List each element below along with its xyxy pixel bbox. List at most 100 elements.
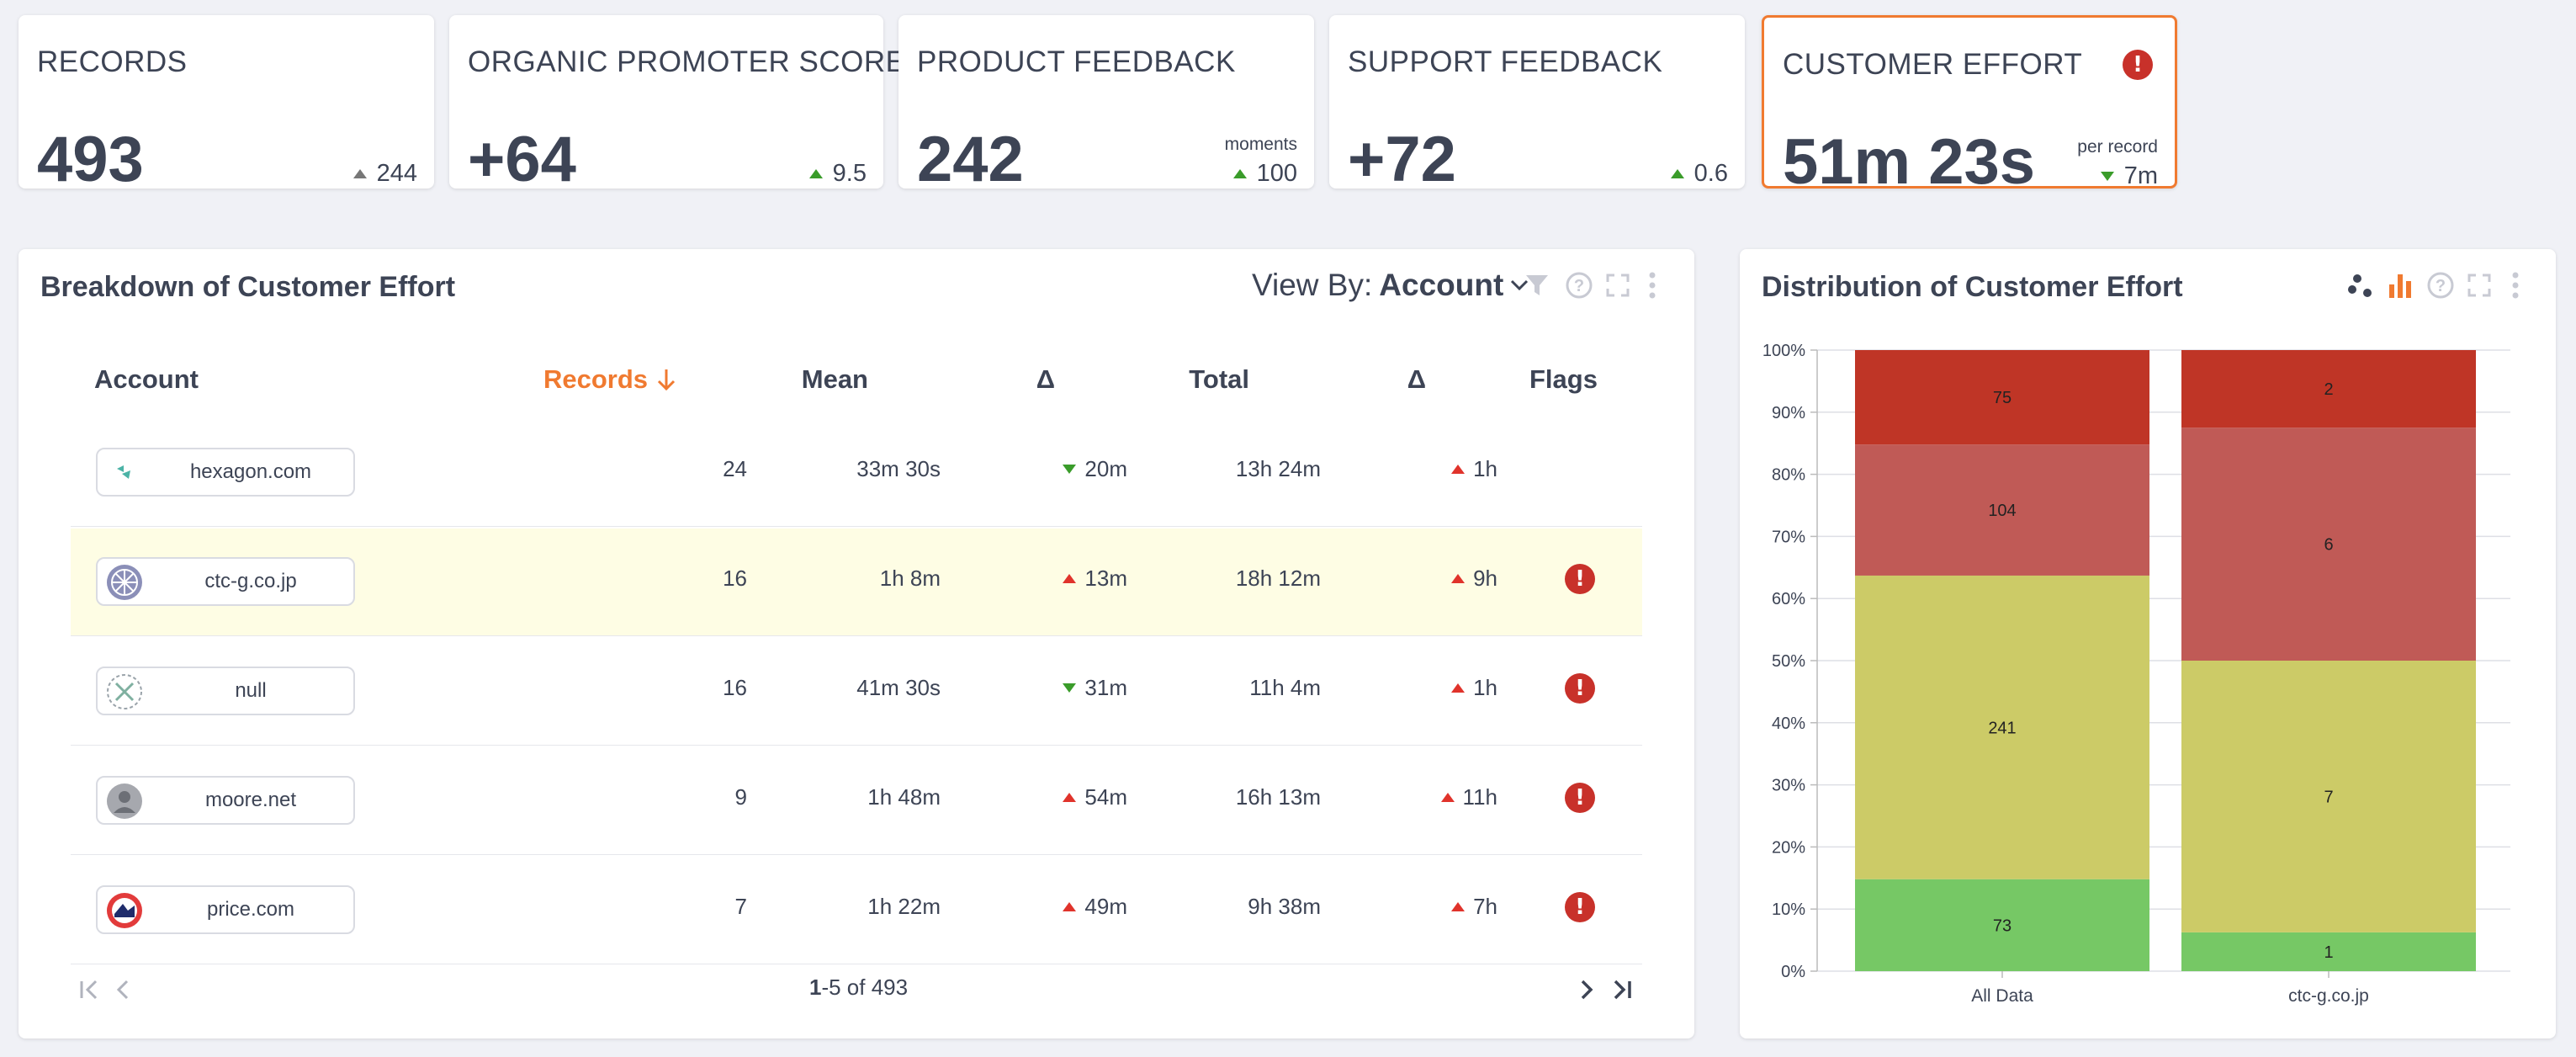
total-value: 11h 4m [1249, 675, 1321, 700]
view-by-selector[interactable]: View By: Account [1252, 268, 1529, 303]
first-page-icon[interactable] [77, 978, 101, 1001]
next-page-icon[interactable] [1578, 978, 1595, 1001]
chart-help-icon[interactable]: ? [2426, 271, 2455, 300]
total-delta: 11h [1440, 784, 1497, 810]
account-chip[interactable]: null [96, 667, 355, 715]
table-row[interactable]: null 16 41m 30s 31m 11h 4m 1h! [71, 638, 1642, 746]
pager-range-rest: -5 of 493 [821, 975, 909, 1000]
total-delta: 7h [1451, 894, 1497, 920]
kpi-title: ORGANIC PROMOTER SCORE [468, 45, 906, 78]
account-chip[interactable]: hexagon.com [96, 448, 355, 497]
table-row[interactable]: hexagon.com 24 33m 30s 20m 13h 24m 1h [71, 419, 1642, 527]
total-delta-value: 1h [1473, 675, 1497, 700]
mean-value: 1h 48m [867, 784, 941, 810]
hexagon-logo-icon [106, 454, 143, 491]
kpi-value: 242 [917, 124, 1024, 195]
mean-delta: 20m [1063, 456, 1127, 482]
account-name: price.com [206, 898, 295, 921]
prev-page-icon[interactable] [114, 978, 131, 1001]
kpi-value: 493 [37, 124, 144, 195]
svg-text:?: ? [1574, 277, 1584, 295]
flag-alert-icon[interactable]: ! [1565, 783, 1595, 813]
kpi-title: RECORDS [37, 45, 188, 78]
chart-more-options-icon[interactable] [2507, 271, 2524, 300]
total-delta-value: 9h [1473, 566, 1497, 591]
trend-up-icon [352, 169, 367, 178]
kpi-title: PRODUCT FEEDBACK [917, 45, 1236, 78]
flag-alert-icon[interactable]: ! [1565, 673, 1595, 704]
total-delta-value: 1h [1473, 456, 1497, 481]
records-value: 7 [734, 894, 747, 919]
header-total-delta[interactable]: Δ [1407, 364, 1426, 394]
kpi-value: 51m 23s [1783, 126, 2036, 198]
account-chip[interactable]: moore.net [96, 776, 355, 825]
kpi-card[interactable]: SUPPORT FEEDBACK +72 0.6 [1329, 15, 1745, 195]
header-account[interactable]: Account [94, 364, 199, 394]
records-value: 24 [723, 456, 747, 481]
chevron-down-icon [1511, 279, 1529, 291]
chart-expand-icon[interactable] [2467, 273, 2492, 298]
mean-value: 33m 30s [856, 456, 941, 481]
total-delta-value: 11h [1462, 784, 1497, 810]
mean-delta: 31m [1063, 675, 1127, 701]
null-logo-icon [106, 673, 143, 710]
exclamation-circle-icon[interactable]: ! [2123, 50, 2153, 80]
filter-icon[interactable] [1524, 273, 1550, 298]
header-mean[interactable]: Mean [801, 364, 868, 394]
trend-down-icon [2100, 172, 2114, 181]
mean-delta-value: 20m [1084, 456, 1127, 481]
account-name: null [235, 679, 267, 702]
kpi-subtitle: moments [1224, 135, 1297, 154]
flag-alert-icon[interactable]: ! [1565, 564, 1595, 594]
kpi-value: +64 [468, 124, 576, 195]
mean-delta-value: 49m [1084, 894, 1127, 919]
records-value: 16 [723, 566, 747, 591]
kpi-delta: 244 [352, 160, 417, 188]
mean-delta: 54m [1063, 784, 1127, 810]
total-delta: 1h [1451, 456, 1497, 482]
kpi-delta-value: 9.5 [832, 160, 867, 187]
kpi-title: SUPPORT FEEDBACK [1348, 45, 1663, 78]
total-delta-value: 7h [1473, 894, 1497, 919]
table-row[interactable]: ctc-g.co.jp 16 1h 8m 13m 18h 12m 9h! [71, 528, 1642, 636]
kpi-delta: 7m [2100, 162, 2158, 190]
distribution-panel [1740, 249, 2556, 1038]
kpi-card[interactable]: ORGANIC PROMOTER SCORE +64 9.5 [449, 15, 905, 195]
scatter-view-icon[interactable] [2347, 271, 2376, 300]
kpi-delta-value: 7m [2123, 162, 2158, 189]
kpi-card[interactable]: RECORDS 493 244 [19, 15, 434, 195]
trend-up-icon [1063, 902, 1077, 911]
person-avatar-icon [106, 783, 143, 820]
account-chip[interactable]: price.com [96, 885, 355, 934]
account-chip[interactable]: ctc-g.co.jp [96, 557, 355, 606]
mean-delta: 49m [1063, 894, 1127, 920]
kpi-card[interactable]: PRODUCT FEEDBACK 242 moments 100 [898, 15, 1314, 195]
kpi-delta-value: 0.6 [1693, 160, 1728, 187]
mean-delta-value: 13m [1084, 566, 1127, 591]
kpi-card[interactable]: CUSTOMER EFFORT 51m 23s per record 7m! [1762, 15, 2177, 198]
last-page-icon[interactable] [1610, 978, 1634, 1001]
header-mean-delta[interactable]: Δ [1036, 364, 1055, 394]
account-name: hexagon.com [189, 460, 312, 483]
kpi-delta: 9.5 [808, 160, 867, 188]
kpi-delta-value: 244 [376, 160, 417, 187]
table-row[interactable]: moore.net 9 1h 48m 54m 16h 13m 11h! [71, 747, 1642, 855]
header-total[interactable]: Total [1189, 364, 1249, 394]
header-flags[interactable]: Flags [1529, 364, 1598, 394]
svg-text:?: ? [2436, 277, 2446, 295]
header-records[interactable]: Records [543, 364, 676, 395]
pagination-status: 1-5 of 493 [809, 975, 908, 1001]
trend-up-icon [1440, 793, 1455, 802]
mean-delta: 13m [1063, 566, 1127, 592]
bar-view-icon[interactable] [2386, 271, 2414, 300]
trend-down-icon [1063, 465, 1077, 474]
ctc-logo-icon [106, 564, 143, 601]
expand-icon[interactable] [1605, 273, 1630, 298]
view-by-label: View By: [1252, 268, 1373, 302]
flag-alert-icon[interactable]: ! [1565, 892, 1595, 922]
records-value: 9 [734, 784, 747, 810]
table-row[interactable]: price.com 7 1h 22m 49m 9h 38m 7h! [71, 857, 1642, 964]
help-icon[interactable]: ? [1565, 271, 1593, 300]
trend-up-icon [1451, 574, 1466, 583]
more-options-icon[interactable] [1644, 271, 1661, 300]
